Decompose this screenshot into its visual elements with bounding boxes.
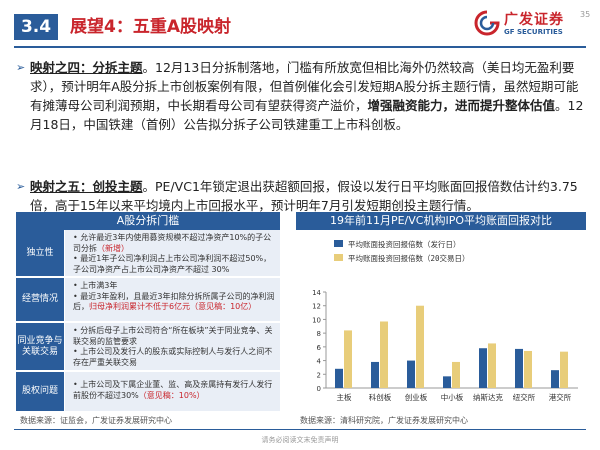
row-label: 同业竞争与关联交易 — [16, 323, 64, 370]
bar-issue-day — [443, 376, 451, 388]
row-content: • 允许最近3年内使用募资规模不超过净资产10%的子公司分拆（新增） • 最近1… — [65, 230, 280, 276]
slide-header: 3.4 展望4：五重A股映射 广发证券 GF SECURITIES 35 — [0, 0, 600, 54]
footer-divider — [14, 429, 586, 430]
bar-twenty-day — [524, 350, 532, 388]
x-tick-label: 纽交所 — [513, 392, 536, 402]
section-number: 3.4 — [14, 14, 58, 40]
y-tick-label: 14 — [312, 289, 321, 297]
source-note-right: 数据来源：清科研究院，广发证券发展研究中心 — [300, 416, 468, 425]
y-tick-label: 2 — [317, 371, 321, 379]
paragraph-heading: 映射之四：分拆主题 — [30, 60, 143, 75]
source-note-left: 数据来源：证监会，广发证券发展研究中心 — [20, 416, 172, 425]
table-title: A股分拆门槛 — [16, 212, 280, 230]
bar-twenty-day — [488, 343, 496, 388]
logo-text-en: GF SECURITIES — [504, 28, 563, 36]
page-number: 35 — [580, 10, 591, 19]
legend-swatch — [334, 254, 343, 261]
header-divider — [14, 46, 586, 48]
y-tick-label: 4 — [317, 358, 322, 366]
bar-issue-day — [335, 368, 343, 388]
cell-text-highlight: 归母净利润累计不低于6亿元（意见稿：10亿） — [89, 302, 257, 311]
x-tick-label: 创业板 — [405, 392, 428, 402]
cell-text: • 上市公司及发行人的股东或实际控制人与发行人之间不存在严重关联交易 — [73, 347, 273, 367]
bar-issue-day — [479, 348, 487, 388]
y-tick-label: 8 — [317, 330, 321, 338]
page-title: 展望4：五重A股映射 — [70, 17, 231, 37]
y-tick-label: 12 — [312, 303, 321, 311]
x-tick-label: 港交所 — [549, 392, 572, 402]
chart-title: 19年前11月PE/VC机构IPO平均账面回报对比 — [296, 212, 586, 230]
text-segment: 。12月13日分拆制落地，门槛有所放宽但相比海外仍然较高（美日均无盈利要求），预… — [30, 60, 579, 113]
x-tick-label: 主板 — [337, 392, 352, 402]
spin-off-threshold-table: A股分拆门槛 独立性 • 允许最近3年内使用募资规模不超过净资产10%的子公司分… — [16, 212, 280, 412]
legend-entry: 平均账面投资回报倍数（发行日） — [348, 239, 461, 249]
paragraph-text: 映射之五：创投主题。PE/VC1年锁定退出获超额回报，假设以发行日平均账面回报倍… — [30, 177, 590, 215]
row-content: • 上市公司及下属企业董、监、高及亲属持有发行人发行前股份不超过30%（意见稿：… — [65, 372, 280, 411]
table-row: 股权问题 • 上市公司及下属企业董、监、高及亲属持有发行人发行前股份不超过30%… — [16, 372, 280, 412]
bar-chart: 0 2 4 6 8 10 12 14 主板 科创板 创业板 中小板 纳斯达克 纽交所 港交所 平均账面投资回报… — [312, 239, 578, 402]
bar-issue-day — [515, 348, 523, 388]
text-segment-bold: 增强融资能力，进而提升整体估值 — [367, 98, 556, 113]
company-logo: 广发证券 GF SECURITIES — [474, 8, 574, 44]
cell-text: • 最近1年子公司净利润占上市公司净利润不超过50%，子公司净资产占上市公司净资… — [73, 254, 272, 274]
y-tick-label: 6 — [317, 344, 322, 352]
table-row: 独立性 • 允许最近3年内使用募资规模不超过净资产10%的子公司分拆（新增） •… — [16, 230, 280, 277]
paragraph-venture: ➢ 映射之五：创投主题。PE/VC1年锁定退出获超额回报，假设以发行日平均账面回… — [16, 177, 590, 215]
x-tick-label: 中小板 — [441, 392, 464, 402]
bar-issue-day — [407, 360, 415, 388]
paragraph-heading: 映射之五：创投主题 — [30, 179, 143, 194]
cell-text: • 最近3年盈利，且最近3年扣除分拆所属子公司的净利润后， — [73, 291, 275, 312]
legend-swatch — [334, 240, 343, 247]
table-row: 同业竞争与关联交易 • 分拆后母子上市公司符合“所在板块”关于同业竞争、关联交易… — [16, 323, 280, 371]
bar-issue-day — [551, 370, 559, 388]
cell-text: • 上市公司及下属企业董、监、高及亲属持有发行人发行前股份不超过30% — [73, 380, 273, 400]
bar-twenty-day — [416, 305, 424, 388]
bar-twenty-day — [560, 351, 568, 388]
row-label: 股权问题 — [16, 372, 64, 411]
text-segment: 。12月18日，中国铁建（首例）公告拟分拆子公司铁建重工上市科创板。 — [30, 98, 584, 132]
row-label: 独立性 — [16, 230, 64, 276]
text-segment: 。PE/VC1年锁定退出获超额回报，假设以发行日平均账面回报倍数估计约3.75倍… — [30, 179, 578, 213]
y-tick-label: 0 — [317, 385, 321, 393]
cell-text: • 上市满3年 — [73, 281, 118, 290]
cell-text-highlight: （新增） — [97, 243, 129, 253]
cell-text: • 分拆后母子上市公司符合“所在板块”关于同业竞争、关联交易的监管要求 — [73, 326, 273, 346]
row-label: 经营情况 — [16, 278, 64, 321]
bar-twenty-day — [380, 321, 388, 388]
paragraph-spin-off: ➢ 映射之四：分拆主题。12月13日分拆制落地，门槛有所放宽但相比海外仍然较高（… — [16, 58, 590, 134]
table-row: 经营情况 • 上市满3年 • 最近3年盈利，且最近3年扣除分拆所属子公司的净利润… — [16, 278, 280, 322]
arrow-bullet-icon: ➢ — [16, 61, 26, 74]
ipo-return-chart: 19年前11月PE/VC机构IPO平均账面回报对比 0 2 4 6 8 10 12 14 主板 科… — [296, 212, 586, 412]
paragraph-text: 映射之四：分拆主题。12月13日分拆制落地，门槛有所放宽但相比海外仍然较高（美日… — [30, 58, 590, 134]
gf-logo-icon — [474, 10, 500, 36]
cell-text: • 允许最近3年内使用募资规模不超过净资产10%的子公司分拆 — [73, 233, 272, 253]
bar-issue-day — [371, 361, 379, 388]
cell-text-highlight: （意见稿：10%） — [138, 390, 205, 400]
disclaimer-footer: 请务必阅读文末免责声明 — [261, 436, 339, 444]
logo-text-cn: 广发证券 — [504, 12, 564, 28]
row-content: • 分拆后母子上市公司符合“所在板块”关于同业竞争、关联交易的监管要求 • 上市… — [65, 323, 280, 370]
legend-entry: 平均账面投资回报倍数（20交易日） — [348, 253, 470, 263]
x-tick-label: 科创板 — [369, 392, 392, 402]
bar-twenty-day — [452, 361, 460, 388]
y-tick-label: 10 — [312, 316, 321, 324]
row-content: • 上市满3年 • 最近3年盈利，且最近3年扣除分拆所属子公司的净利润后，归母净… — [65, 278, 280, 321]
bar-twenty-day — [344, 330, 352, 388]
arrow-bullet-icon: ➢ — [16, 180, 26, 193]
x-tick-label: 纳斯达克 — [473, 392, 503, 402]
